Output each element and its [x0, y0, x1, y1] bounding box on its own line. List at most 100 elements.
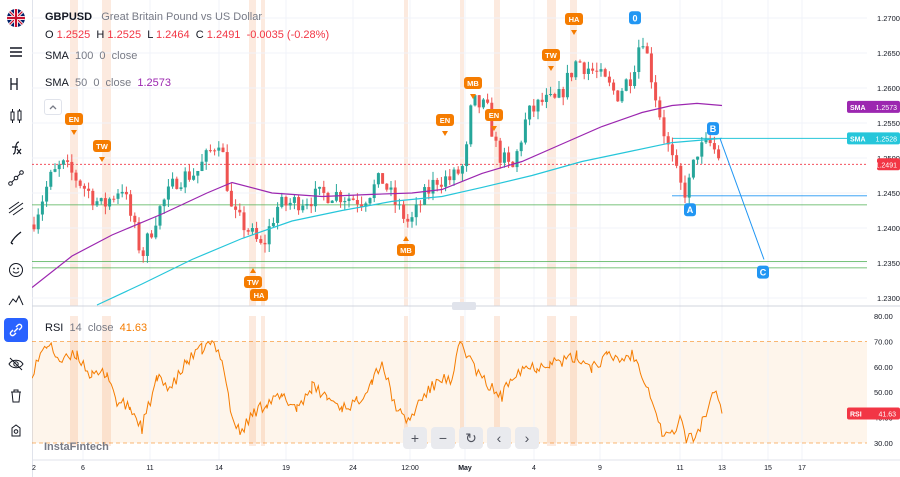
candle-body [45, 186, 49, 202]
candle [616, 89, 620, 102]
candle-body [402, 204, 406, 219]
price-label-2: 1.2491 [876, 158, 900, 171]
link-tool[interactable] [4, 318, 28, 342]
candle-body [549, 94, 553, 96]
candle-body [679, 165, 683, 183]
fx-icon [12, 141, 22, 155]
zoom-out-button[interactable]: − [431, 427, 455, 449]
close-label: C [195, 29, 204, 41]
candle [129, 190, 133, 222]
reset-button[interactable]: ↻ [459, 427, 483, 449]
pattern-label-box [250, 289, 268, 301]
candle [561, 86, 565, 106]
brush-tool[interactable] [4, 226, 28, 250]
candle-body [616, 90, 620, 102]
trash-tool[interactable] [4, 384, 28, 408]
candle-body [313, 188, 317, 207]
sma100-legend[interactable]: SMA 100 0 close [45, 50, 137, 62]
scroll-right-button[interactable]: › [515, 427, 539, 449]
pattern-tool[interactable] [4, 288, 28, 312]
fib-tool[interactable] [4, 196, 28, 220]
candle [385, 182, 389, 192]
candle-body [183, 171, 187, 188]
candle-body [570, 72, 574, 78]
candle [238, 203, 242, 216]
time-tick-label: 13 [718, 465, 726, 472]
candle-body [305, 204, 309, 206]
highlight-band-2 [249, 0, 256, 306]
pattern-label-text: EN [489, 111, 499, 120]
candle-body [309, 204, 313, 207]
candle-body [221, 147, 225, 153]
candle-body [57, 164, 61, 170]
candle-body [376, 173, 380, 185]
arrow-down-icon [548, 66, 554, 71]
highlight-band-4 [404, 0, 408, 306]
fx-tool[interactable] [4, 136, 28, 160]
candle-body [675, 155, 679, 166]
candle [456, 166, 460, 176]
candle-body [393, 187, 397, 205]
candle [523, 112, 527, 145]
camera-tool[interactable] [4, 418, 28, 442]
candle-body [691, 159, 695, 178]
candle-body [519, 142, 523, 152]
rsi-highlight-band-5 [460, 316, 464, 446]
candle-body [158, 206, 162, 226]
hide-tool[interactable] [4, 352, 28, 376]
candle-body [532, 105, 536, 112]
price-tick-label: 1.2400 [877, 224, 900, 233]
scroll-left-button[interactable]: ‹ [487, 427, 511, 449]
candle-body [586, 68, 590, 74]
candles-tool[interactable] [4, 104, 28, 128]
brush-icon [10, 231, 22, 245]
candle [477, 94, 481, 114]
candle-body [208, 150, 212, 152]
zoom-in-button[interactable]: + [403, 427, 427, 449]
candle [292, 194, 296, 210]
rsi-tick-label: 70.00 [874, 337, 893, 346]
candle [603, 67, 607, 78]
candle-body [166, 186, 170, 200]
candle [565, 64, 569, 100]
indicators-tool[interactable] [4, 72, 28, 96]
pattern-label-box [436, 114, 454, 126]
candle-body [175, 178, 179, 189]
candle [423, 184, 427, 206]
candle [70, 154, 74, 181]
drawing-tool[interactable] [4, 166, 28, 190]
candle-body [66, 160, 70, 162]
price-tick-label: 1.2600 [877, 84, 900, 93]
sma50-legend[interactable]: SMA 50 0 close 1.2573 [45, 77, 171, 89]
candle [318, 186, 322, 196]
highlight-band-0 [70, 0, 78, 306]
collapse-legend-button[interactable] [44, 99, 62, 115]
candle [280, 192, 284, 209]
arrow-down-icon [442, 131, 448, 136]
time-tick-label: 15 [764, 465, 772, 472]
candle [74, 169, 78, 188]
candle-body [53, 169, 57, 172]
wave-label-text: C [760, 268, 767, 278]
candle [452, 167, 456, 186]
candle-body [536, 99, 540, 112]
candle-body [717, 149, 721, 159]
price-label-box [847, 132, 900, 145]
candle-body [553, 94, 557, 98]
chevron-up-icon [49, 105, 57, 110]
candle [150, 230, 154, 239]
candle-body [700, 142, 704, 157]
candle [708, 135, 712, 147]
candle-body [284, 196, 288, 206]
candle-body [32, 224, 36, 230]
candle [61, 159, 65, 169]
wave-label-box [629, 11, 641, 25]
hamburger-menu-tool[interactable] [4, 40, 28, 64]
low-value: 1.2464 [155, 29, 190, 41]
chart-area[interactable]: 0 A B C EN TW TW HA MB EN MB EN TW HA 1.2700 1.2650 1.26… [32, 0, 900, 477]
emoji-tool[interactable] [4, 258, 28, 282]
candle [494, 131, 498, 147]
candle [519, 140, 523, 157]
candle [591, 62, 595, 74]
rsi-legend[interactable]: RSI 14 close 41.63 [45, 322, 147, 334]
